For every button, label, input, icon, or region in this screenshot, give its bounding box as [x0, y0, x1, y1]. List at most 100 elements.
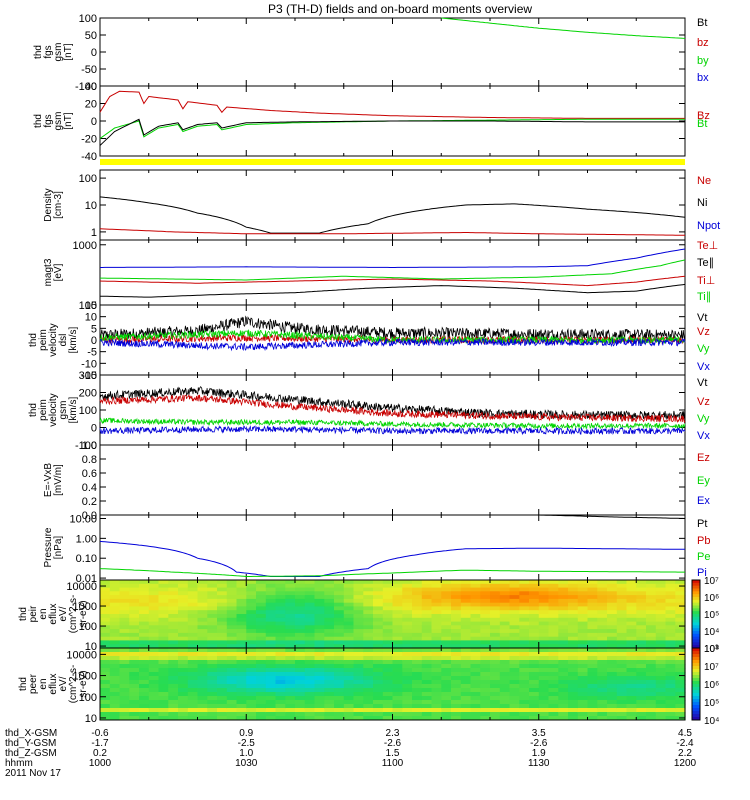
- spectrogram-cell: [538, 598, 550, 604]
- panel-frame: [99, 17, 686, 87]
- spectrogram-cell: [324, 656, 335, 661]
- spectrogram-cell: [226, 614, 238, 619]
- y-axis-label: velocity: [48, 323, 59, 356]
- spectrogram-cell: [217, 668, 228, 673]
- legend-entry-Vy: Vy: [697, 343, 710, 355]
- spectrogram-cell: [392, 636, 403, 641]
- spectrogram-cell: [470, 668, 481, 673]
- spectrogram-cell: [246, 684, 257, 689]
- spectrogram-cell: [148, 595, 160, 600]
- spectrogram-cell: [226, 672, 238, 677]
- y-tick-label: 10: [85, 200, 97, 212]
- spectrogram-cell: [636, 617, 647, 623]
- spectrogram-cell: [587, 610, 598, 615]
- spectrogram-cell: [148, 640, 160, 645]
- spectrogram-cell: [285, 700, 296, 705]
- spectrogram-cell: [616, 602, 628, 607]
- spectrogram-cell: [548, 591, 559, 596]
- spectrogram-cell: [626, 602, 637, 607]
- spectrogram-cell: [548, 614, 559, 619]
- spectrogram-cell: [451, 595, 462, 600]
- spectrogram-cell: [197, 660, 208, 665]
- spectrogram-cell: [343, 587, 355, 592]
- spectrogram-cell: [119, 583, 130, 589]
- spectrogram-cell: [538, 672, 550, 677]
- spectrogram-cell: [119, 595, 130, 600]
- spectrogram-cell: [538, 688, 550, 693]
- spectrogram-cell: [480, 684, 491, 689]
- spectrogram-cell: [275, 664, 286, 669]
- spectrogram-cell: [178, 648, 189, 653]
- spectrogram-cell: [314, 704, 325, 709]
- y-axis-label: [nT]: [63, 43, 74, 60]
- spectrogram-cell: [529, 696, 540, 701]
- series-Vt: [99, 315, 686, 342]
- spectrogram-cell: [431, 598, 442, 604]
- spectrogram-cell: [334, 656, 345, 661]
- colorbar-cell: [692, 690, 700, 694]
- spectrogram-cell: [295, 668, 306, 673]
- spectrogram-cell: [636, 595, 647, 600]
- spectrogram-cell: [275, 595, 286, 600]
- spectrogram-cell: [285, 696, 296, 701]
- spectrogram-cell: [217, 602, 228, 607]
- spectrogram-cell: [265, 708, 277, 713]
- spectrogram-cell: [460, 610, 472, 615]
- spectrogram-cell: [402, 644, 413, 649]
- colorbar-cell: [692, 672, 700, 676]
- spectrogram-cell: [197, 704, 208, 709]
- spectrogram-cell: [402, 614, 413, 619]
- spectrogram-cell: [412, 704, 423, 709]
- spectrogram-cell: [519, 656, 530, 661]
- spectrogram-cell: [197, 696, 208, 701]
- spectrogram-cell: [168, 704, 179, 709]
- spectrogram-cell: [675, 712, 686, 717]
- spectrogram-cell: [119, 640, 130, 645]
- spectrogram-cell: [392, 587, 403, 592]
- spectrogram-cell: [431, 656, 442, 661]
- spectrogram-cell: [558, 598, 569, 604]
- spectrogram-cell: [226, 644, 238, 649]
- spectrogram-cell: [168, 640, 179, 645]
- spectrogram-cell: [412, 676, 423, 681]
- legend-entry-Bz: Bz: [697, 110, 710, 122]
- spectrogram-cell: [529, 606, 540, 611]
- spectrogram-cell: [187, 676, 199, 681]
- spectrogram-cell: [568, 598, 579, 604]
- spectrogram-cell: [568, 656, 579, 661]
- time-axis-value: 1100: [382, 758, 404, 769]
- spectrogram-cell: [412, 688, 423, 693]
- spectrogram-cell: [129, 716, 140, 721]
- spectrogram-cell: [148, 606, 160, 611]
- colorbar-label: 10⁶: [704, 680, 719, 691]
- spectrogram-cell: [577, 684, 589, 689]
- spectrogram-cell: [197, 652, 208, 657]
- spectrogram-cell: [646, 668, 657, 673]
- spectrogram-cell: [636, 614, 647, 619]
- spectrogram-cell: [158, 668, 169, 673]
- spectrogram-cell: [109, 632, 121, 638]
- spectrogram-cell: [655, 640, 667, 645]
- spectrogram-cell: [538, 716, 550, 721]
- spectrogram-cell: [607, 648, 618, 653]
- spectrogram-cell: [285, 632, 296, 638]
- colorbar-cell: [692, 651, 700, 655]
- spectrogram-cell: [197, 595, 208, 600]
- spectrogram-cell: [295, 614, 306, 619]
- spectrogram-cell: [382, 696, 394, 701]
- spectrogram-cell: [314, 617, 325, 623]
- spectrogram-cell: [256, 636, 267, 641]
- spectrogram-cell: [139, 676, 150, 681]
- spectrogram-cell: [568, 583, 579, 589]
- legend-entry-bx: bx: [697, 72, 709, 84]
- spectrogram-cell: [236, 598, 247, 604]
- spectrogram-cell: [431, 712, 442, 717]
- legend-entry-Ni: Ni: [697, 197, 707, 209]
- spectrogram-cell: [217, 610, 228, 615]
- spectrogram-cell: [548, 660, 559, 665]
- spectrogram-cell: [373, 712, 384, 717]
- spectrogram-cell: [353, 636, 364, 641]
- spectrogram-cell: [285, 606, 296, 611]
- spectrogram-cell: [626, 580, 637, 585]
